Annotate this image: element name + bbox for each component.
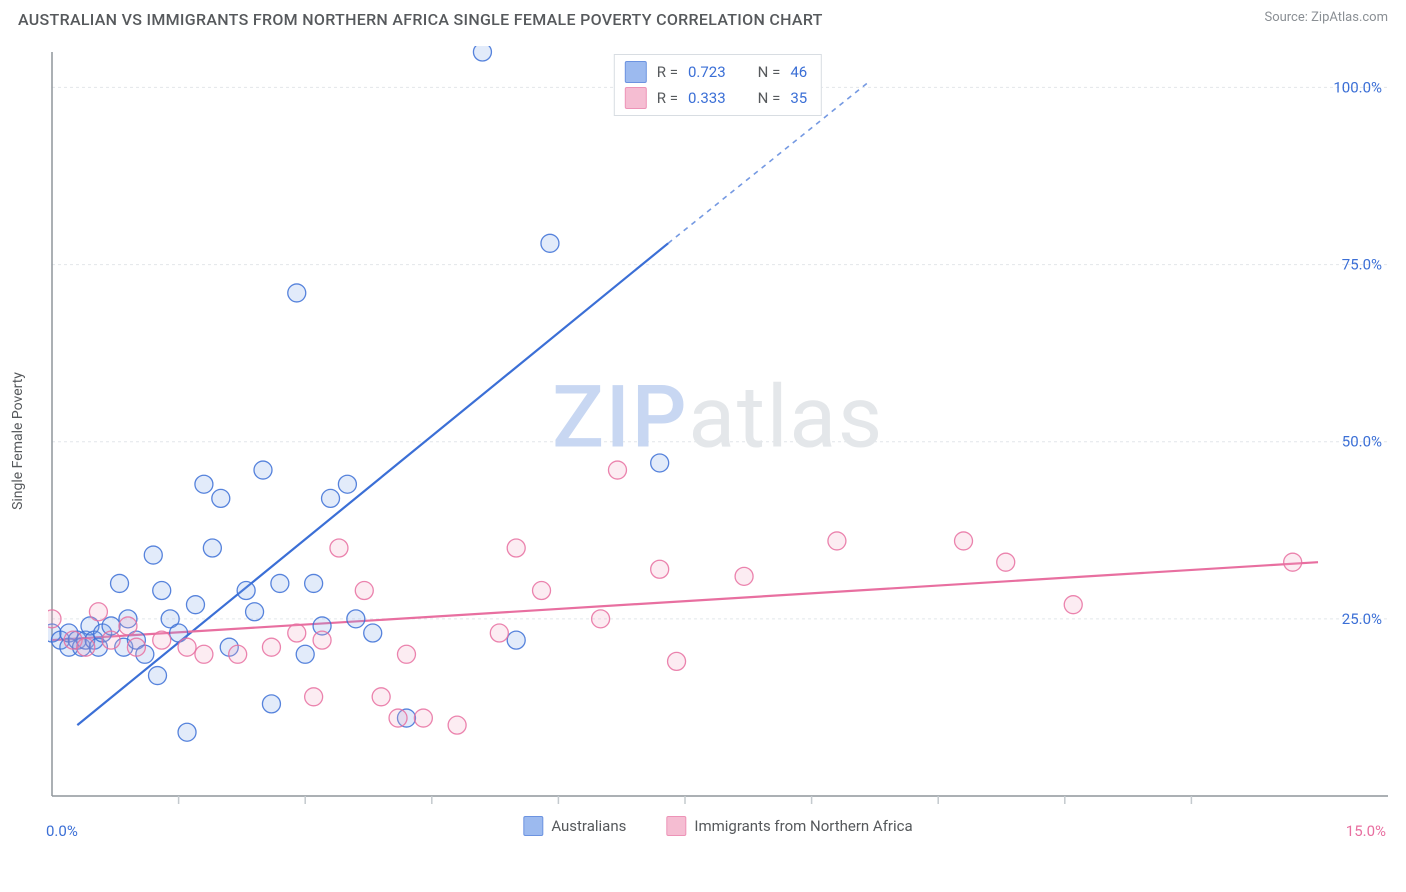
legend-r-value-immigrants: 0.333 <box>688 89 726 107</box>
legend-row-immigrants: R = 0.333 N = 35 <box>625 85 807 111</box>
series-swatch-australians <box>523 816 543 836</box>
legend-n-prefix: N = <box>758 63 781 81</box>
y-axis-label: Single Female Poverty <box>10 372 26 510</box>
legend-r-prefix: R = <box>657 89 678 107</box>
series-legend: Australians Immigrants from Northern Afr… <box>523 816 912 836</box>
chart-container: Single Female Poverty 25.0%50.0%75.0%100… <box>48 46 1388 836</box>
svg-text:100.0%: 100.0% <box>1333 78 1382 96</box>
series-label-immigrants: Immigrants from Northern Africa <box>694 817 912 835</box>
source-attribution: Source: ZipAtlas.com <box>1264 10 1388 25</box>
correlation-legend: R = 0.723 N = 46 R = 0.333 N = 35 <box>614 54 822 116</box>
x-axis-max-label: 15.0% <box>1346 822 1386 840</box>
legend-r-prefix: R = <box>657 63 678 81</box>
legend-swatch-australians <box>625 61 647 83</box>
svg-text:50.0%: 50.0% <box>1342 433 1382 451</box>
scatter-plot: 25.0% 50.0% 75.0% 100.0% <box>48 46 1388 836</box>
series-swatch-immigrants <box>666 816 686 836</box>
legend-r-value-australians: 0.723 <box>688 63 726 81</box>
x-axis-min-label: 0.0% <box>46 822 78 840</box>
svg-text:25.0%: 25.0% <box>1342 610 1382 628</box>
legend-n-prefix: N = <box>758 89 781 107</box>
series-legend-immigrants: Immigrants from Northern Africa <box>666 816 912 836</box>
chart-title: AUSTRALIAN VS IMMIGRANTS FROM NORTHERN A… <box>18 10 823 29</box>
series-label-australians: Australians <box>551 817 626 835</box>
svg-text:75.0%: 75.0% <box>1342 256 1382 274</box>
series-legend-australians: Australians <box>523 816 626 836</box>
legend-n-value-australians: 46 <box>790 63 807 81</box>
legend-row-australians: R = 0.723 N = 46 <box>625 59 807 85</box>
legend-swatch-immigrants <box>625 87 647 109</box>
legend-n-value-immigrants: 35 <box>790 89 807 107</box>
